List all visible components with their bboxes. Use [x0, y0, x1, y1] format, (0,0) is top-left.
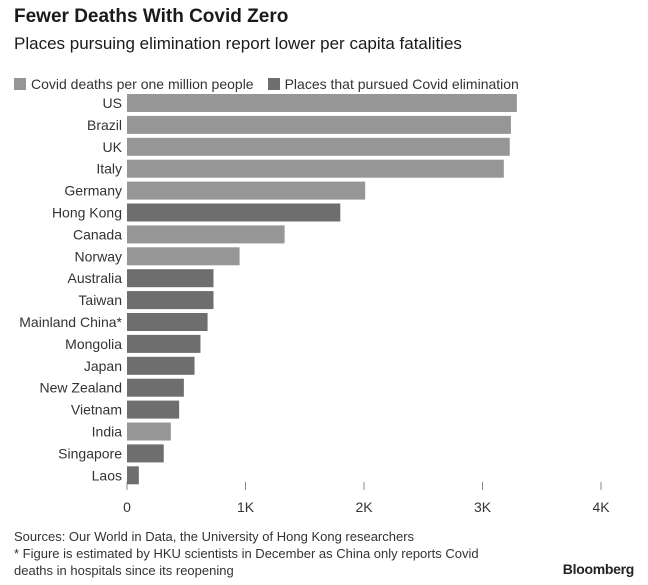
brand-logo: Bloomberg: [562, 561, 635, 577]
chart-subtitle: Places pursuing elimination report lower…: [14, 34, 462, 53]
bar: [127, 181, 366, 200]
bar: [127, 334, 201, 353]
category-label: India: [92, 424, 123, 440]
bar: [127, 291, 214, 310]
category-label: Italy: [96, 161, 122, 177]
legend-item-deaths: Covid deaths per one million people: [14, 76, 254, 92]
x-tick-label: 1K: [237, 499, 255, 515]
category-label: Australia: [68, 270, 123, 286]
legend-swatch-deaths: [14, 78, 26, 90]
bar: [127, 137, 510, 156]
x-tick-label: 3K: [474, 499, 492, 515]
bar: [127, 313, 208, 331]
category-label: Japan: [84, 358, 122, 374]
category-label: Canada: [73, 226, 122, 242]
bar: [127, 115, 511, 134]
bar: [127, 247, 240, 266]
bar: [127, 444, 164, 463]
category-label: Brazil: [87, 117, 122, 133]
bar: [127, 269, 214, 288]
x-tick-label: 2K: [355, 499, 373, 515]
legend-item-elimination: Places that pursued Covid elimination: [267, 76, 519, 92]
category-label: Laos: [92, 467, 122, 483]
category-label: Mongolia: [65, 336, 122, 352]
footnote-line-2: deaths in hospitals since its reopening: [14, 563, 234, 578]
category-label: Hong Kong: [52, 205, 122, 221]
category-label: Norway: [75, 248, 122, 264]
category-label: Vietnam: [71, 402, 122, 418]
bar: [127, 422, 171, 441]
category-label: Mainland China*: [19, 314, 122, 330]
x-tick-label: 4K: [592, 499, 610, 515]
category-label: Singapore: [58, 445, 122, 461]
legend: Covid deaths per one million people Plac…: [14, 76, 519, 92]
category-label: New Zealand: [40, 380, 123, 396]
category-label: UK: [103, 139, 123, 155]
legend-label-elimination: Places that pursued Covid elimination: [284, 76, 519, 92]
bar: [127, 159, 504, 178]
bar: [127, 203, 341, 222]
legend-swatch-elimination: [267, 78, 280, 90]
chart-footer: Sources: Our World in Data, the Universi…: [14, 528, 479, 579]
category-label: US: [103, 95, 122, 111]
bar: [127, 225, 285, 244]
bar: [127, 400, 180, 419]
category-label: Taiwan: [78, 292, 122, 308]
legend-label-deaths: Covid deaths per one million people: [31, 76, 254, 92]
bar: [127, 466, 139, 485]
bar: [127, 356, 195, 375]
sources-note: Sources: Our World in Data, the Universi…: [14, 529, 415, 544]
x-tick-label: 0: [123, 499, 131, 515]
category-label: Germany: [64, 183, 122, 199]
bar: [127, 94, 517, 112]
bar: [127, 378, 184, 397]
footnote-line-1: * Figure is estimated by HKU scientists …: [14, 546, 479, 561]
chart-title: Fewer Deaths With Covid Zero: [14, 6, 289, 27]
